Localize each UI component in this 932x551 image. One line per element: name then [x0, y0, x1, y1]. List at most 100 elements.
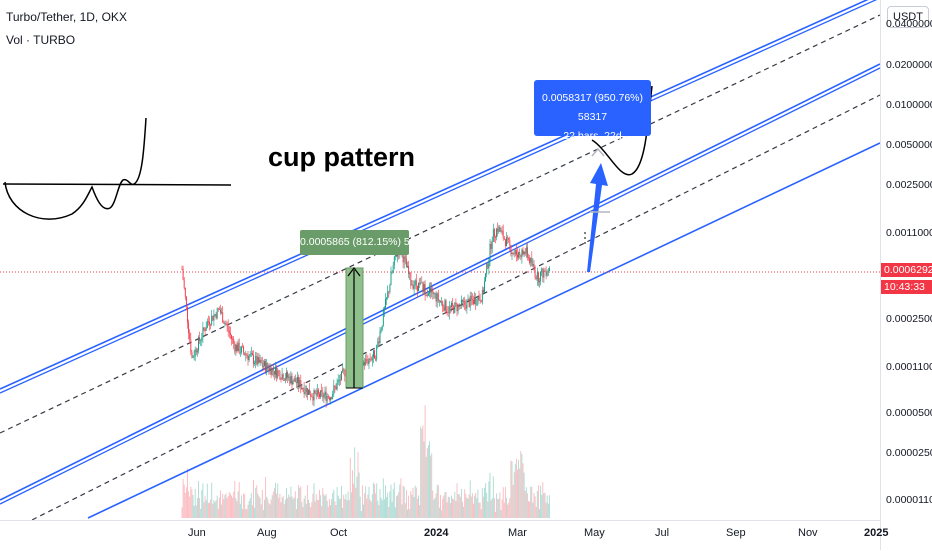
- volume-bar: [530, 486, 532, 518]
- channel-middle-line[interactable]: [0, 63, 880, 501]
- volume-bar: [292, 499, 294, 518]
- price-channel[interactable]: [0, 0, 880, 520]
- candle-body: [508, 237, 510, 241]
- candle-body: [495, 237, 496, 238]
- volume-bar: [311, 502, 313, 518]
- candle-body: [297, 377, 298, 383]
- price-tick-label: 0.0050000: [886, 139, 932, 152]
- channel-upper-line-2[interactable]: [0, 0, 880, 394]
- cup-pattern-label[interactable]: cup pattern: [268, 142, 416, 172]
- volume-bar: [467, 498, 469, 518]
- candle-body: [256, 356, 258, 365]
- channel-lower-midline[interactable]: [0, 94, 880, 520]
- candle-body: [534, 269, 536, 278]
- candle-body: [445, 300, 447, 312]
- candle-body: [245, 354, 247, 356]
- candle-body: [287, 372, 289, 378]
- volume-bar: [363, 504, 364, 518]
- volume-bar: [310, 507, 312, 518]
- volume-bar: [525, 487, 527, 518]
- time-tick-label: Jun: [188, 527, 206, 539]
- volume-bar: [526, 493, 528, 518]
- volume-bar: [240, 495, 242, 518]
- blue-projection[interactable]: [584, 147, 610, 272]
- candle-body: [335, 386, 337, 390]
- candle-body: [433, 293, 435, 295]
- volume-bar: [297, 498, 298, 518]
- candle-body: [227, 325, 229, 331]
- volume-bar: [391, 501, 393, 518]
- volume-bar: [492, 476, 494, 518]
- channel-middle-line-2[interactable]: [0, 67, 880, 505]
- volume-bar: [379, 489, 381, 518]
- candle-body: [411, 284, 413, 286]
- volume-bar: [209, 502, 210, 518]
- time-axis[interactable]: [0, 520, 880, 551]
- volume-bar: [485, 483, 487, 518]
- candle-body: [265, 361, 267, 372]
- volume-bar: [317, 500, 319, 518]
- volume-bar: [190, 486, 192, 518]
- candle-body: [309, 389, 311, 395]
- volume-bar: [347, 491, 349, 518]
- channel-lower-line[interactable]: [87, 142, 880, 519]
- volume-bar: [504, 486, 506, 518]
- candle-body: [277, 370, 279, 378]
- volume-bar: [389, 491, 391, 518]
- candle-body: [268, 367, 270, 372]
- volume-bar: [222, 493, 224, 518]
- volume-bar: [316, 499, 318, 518]
- volume-bar: [500, 510, 502, 518]
- candle-body: [370, 359, 372, 361]
- volume-bar: [339, 498, 341, 518]
- candle-body: [202, 327, 204, 338]
- volume-bar: [508, 502, 510, 518]
- price-tick-label: 0.0000250: [886, 446, 932, 459]
- cup-curve: [4, 117, 147, 220]
- volume-bar: [487, 501, 489, 518]
- volume-bar: [194, 488, 196, 518]
- volume-bar: [496, 493, 498, 518]
- green-measure-label[interactable]: 0.0005865 (812.15%) 5865: [300, 230, 427, 255]
- volume-bar: [291, 496, 293, 518]
- volume-bar: [303, 498, 305, 518]
- channel-upper-line[interactable]: [0, 0, 880, 390]
- blue-measure-label[interactable]: 0.0058317 (950.76%) 58317 22 bars, 22d: [534, 80, 651, 142]
- candle-body: [253, 355, 254, 364]
- channel-upper-midline[interactable]: [0, 14, 880, 434]
- candle-body: [477, 296, 479, 305]
- candle-body: [422, 282, 424, 292]
- volume-bar: [412, 487, 414, 518]
- candle-body: [226, 324, 228, 326]
- currency-selector[interactable]: USDT: [887, 6, 929, 28]
- volume-bar: [466, 497, 468, 518]
- volume-bar: [531, 486, 533, 518]
- candle-body: [270, 367, 272, 376]
- candle-body: [403, 256, 405, 263]
- candle-body: [328, 397, 330, 400]
- candle-body: [237, 342, 239, 352]
- volume-bar: [337, 495, 339, 518]
- candle-body: [426, 295, 428, 296]
- candle-body: [502, 230, 504, 239]
- volume-bar: [323, 494, 325, 518]
- volume-bar: [429, 441, 430, 518]
- volume-bar: [407, 509, 408, 518]
- volume-bar: [394, 507, 396, 518]
- volume-bar: [510, 460, 512, 518]
- volume-bar: [289, 496, 291, 518]
- volume-bar: [220, 490, 221, 518]
- volume-bar: [482, 496, 484, 518]
- green-measure[interactable]: [345, 267, 364, 389]
- candle-body: [482, 289, 484, 293]
- candle-body: [460, 299, 462, 306]
- volume-bar: [399, 484, 401, 518]
- price-chart[interactable]: [0, 0, 880, 520]
- candle-body: [415, 280, 417, 286]
- volume-bar: [481, 488, 483, 518]
- volume-bar: [376, 483, 378, 518]
- volume-bar: [415, 487, 417, 518]
- candle-body: [222, 312, 224, 323]
- candle-body: [452, 303, 454, 306]
- candle-body: [404, 256, 406, 260]
